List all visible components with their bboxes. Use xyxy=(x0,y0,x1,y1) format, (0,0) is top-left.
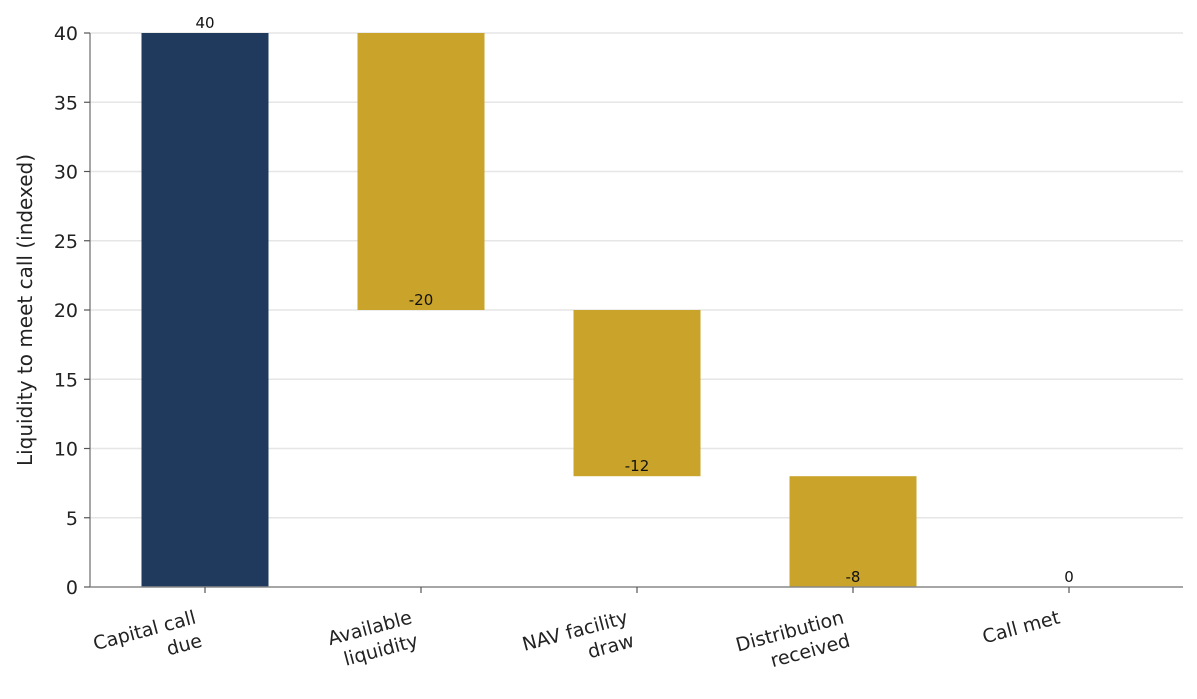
x-tick-label: Capital calldue xyxy=(91,607,205,679)
data-labels: 40 -20 -12 -8 0 xyxy=(195,14,1073,586)
x-tick-label: Distributionreceived xyxy=(734,607,853,680)
x-tick-label: Call met xyxy=(980,607,1062,649)
data-label: -8 xyxy=(846,568,861,586)
y-tick-label: 10 xyxy=(54,439,78,461)
category-label: Capital calldue xyxy=(91,607,205,679)
y-tick-label: 25 xyxy=(54,231,78,253)
data-label: -12 xyxy=(625,457,650,475)
category-label: NAV facilitydraw xyxy=(520,607,637,679)
bar xyxy=(357,33,485,310)
category-label: Call met xyxy=(980,607,1062,649)
x-tick-labels: Capital calldue Availableliquidity NAV fac… xyxy=(91,587,1070,680)
y-tick-labels: 0 5 10 15 20 25 30 35 40 xyxy=(54,23,90,599)
category-label: Distributionreceived xyxy=(734,607,853,680)
y-tick-label: 5 xyxy=(66,508,78,530)
y-tick-label: 15 xyxy=(54,369,78,391)
y-tick-label: 40 xyxy=(54,23,78,45)
x-tick-label: Availableliquidity xyxy=(326,607,421,674)
category-label: Availableliquidity xyxy=(326,607,421,674)
y-tick-label: 0 xyxy=(66,577,78,599)
bars xyxy=(141,33,917,587)
y-tick-label: 30 xyxy=(54,162,78,184)
y-tick-label: 20 xyxy=(54,300,78,322)
data-label: 0 xyxy=(1064,568,1074,586)
y-axis-title: Liquidity to meet call (indexed) xyxy=(13,154,37,466)
data-label: -20 xyxy=(409,291,434,309)
bar xyxy=(789,476,917,587)
category-label-line: Call met xyxy=(980,607,1062,649)
y-tick-label: 35 xyxy=(54,92,78,114)
data-label: 40 xyxy=(195,14,214,32)
x-tick-label: NAV facilitydraw xyxy=(520,607,637,679)
bar xyxy=(573,310,701,477)
bar xyxy=(141,33,269,587)
